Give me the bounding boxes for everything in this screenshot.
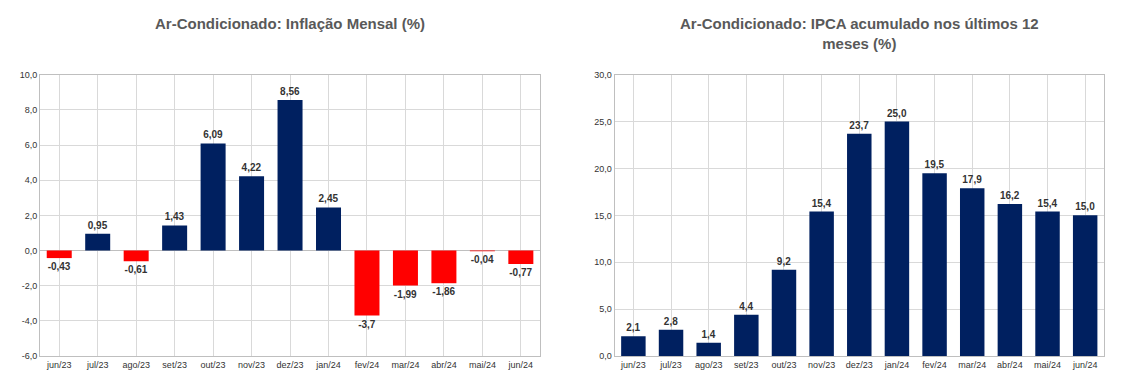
svg-text:nov/23: nov/23 <box>808 360 835 370</box>
svg-text:4,22: 4,22 <box>242 162 262 173</box>
svg-text:17,9: 17,9 <box>962 174 982 185</box>
svg-text:jul/23: jul/23 <box>86 360 109 370</box>
svg-text:15,0: 15,0 <box>594 211 612 221</box>
svg-text:-0,77: -0,77 <box>509 267 532 278</box>
svg-text:ago/23: ago/23 <box>122 360 150 370</box>
svg-text:15,4: 15,4 <box>812 198 832 209</box>
svg-text:mar/24: mar/24 <box>958 360 986 370</box>
svg-text:-4,0: -4,0 <box>22 316 38 326</box>
svg-text:-1,99: -1,99 <box>394 289 417 300</box>
svg-text:-0,61: -0,61 <box>125 264 148 275</box>
svg-text:mai/24: mai/24 <box>469 360 496 370</box>
svg-text:mai/24: mai/24 <box>1034 360 1061 370</box>
svg-text:6,09: 6,09 <box>203 129 223 140</box>
svg-text:15,0: 15,0 <box>1075 201 1095 212</box>
svg-text:-0,04: -0,04 <box>471 254 494 265</box>
svg-text:Ar-Condicionado: Inflação Mens: Ar-Condicionado: Inflação Mensal (%) <box>155 15 425 32</box>
svg-text:-0,43: -0,43 <box>48 261 71 272</box>
svg-text:2,0: 2,0 <box>25 211 38 221</box>
svg-text:out/23: out/23 <box>771 360 796 370</box>
svg-text:jun/23: jun/23 <box>46 360 72 370</box>
svg-text:jun/24: jun/24 <box>508 360 534 370</box>
svg-text:0,0: 0,0 <box>25 246 38 256</box>
svg-text:abr/24: abr/24 <box>431 360 457 370</box>
svg-text:10,0: 10,0 <box>20 70 38 80</box>
svg-text:set/23: set/23 <box>162 360 187 370</box>
svg-text:ago/23: ago/23 <box>695 360 723 370</box>
svg-text:20,0: 20,0 <box>594 164 612 174</box>
svg-text:fev/24: fev/24 <box>355 360 380 370</box>
svg-text:8,56: 8,56 <box>280 86 300 97</box>
svg-text:2,1: 2,1 <box>626 322 640 333</box>
svg-text:out/23: out/23 <box>201 360 226 370</box>
svg-text:jun/24: jun/24 <box>1072 360 1098 370</box>
svg-text:mar/24: mar/24 <box>391 360 419 370</box>
svg-text:23,7: 23,7 <box>849 120 869 131</box>
svg-text:4,4: 4,4 <box>739 301 753 312</box>
svg-text:jun/23: jun/23 <box>620 360 646 370</box>
svg-text:jan/24: jan/24 <box>884 360 910 370</box>
svg-text:nov/23: nov/23 <box>238 360 265 370</box>
svg-text:fev/24: fev/24 <box>922 360 947 370</box>
svg-text:dez/23: dez/23 <box>846 360 873 370</box>
svg-text:1,4: 1,4 <box>702 329 716 340</box>
svg-text:9,2: 9,2 <box>777 256 791 267</box>
svg-text:-6,0: -6,0 <box>22 351 38 361</box>
svg-text:10,0: 10,0 <box>594 257 612 267</box>
svg-text:30,0: 30,0 <box>594 70 612 80</box>
svg-text:1,43: 1,43 <box>165 211 185 222</box>
svg-text:0,0: 0,0 <box>599 351 612 361</box>
svg-text:6,0: 6,0 <box>25 140 38 150</box>
svg-text:-2,0: -2,0 <box>22 281 38 291</box>
svg-text:8,0: 8,0 <box>25 105 38 115</box>
svg-text:16,2: 16,2 <box>1000 190 1020 201</box>
svg-text:25,0: 25,0 <box>594 117 612 127</box>
svg-text:dez/23: dez/23 <box>277 360 304 370</box>
svg-text:Ar-Condicionado: IPCA acumulad: Ar-Condicionado: IPCA acumulado nos últi… <box>680 15 1039 52</box>
svg-text:5,0: 5,0 <box>599 304 612 314</box>
svg-text:jul/23: jul/23 <box>659 360 682 370</box>
svg-text:-1,86: -1,86 <box>432 286 455 297</box>
svg-text:2,8: 2,8 <box>664 316 678 327</box>
svg-text:19,5: 19,5 <box>925 159 945 170</box>
svg-text:abr/24: abr/24 <box>997 360 1023 370</box>
svg-text:set/23: set/23 <box>734 360 759 370</box>
svg-text:2,45: 2,45 <box>319 193 339 204</box>
svg-text:4,0: 4,0 <box>25 175 38 185</box>
svg-text:15,4: 15,4 <box>1038 198 1058 209</box>
svg-text:jan/24: jan/24 <box>315 360 341 370</box>
svg-text:0,95: 0,95 <box>88 220 108 231</box>
svg-text:25,0: 25,0 <box>887 108 907 119</box>
svg-text:-3,7: -3,7 <box>358 319 376 330</box>
